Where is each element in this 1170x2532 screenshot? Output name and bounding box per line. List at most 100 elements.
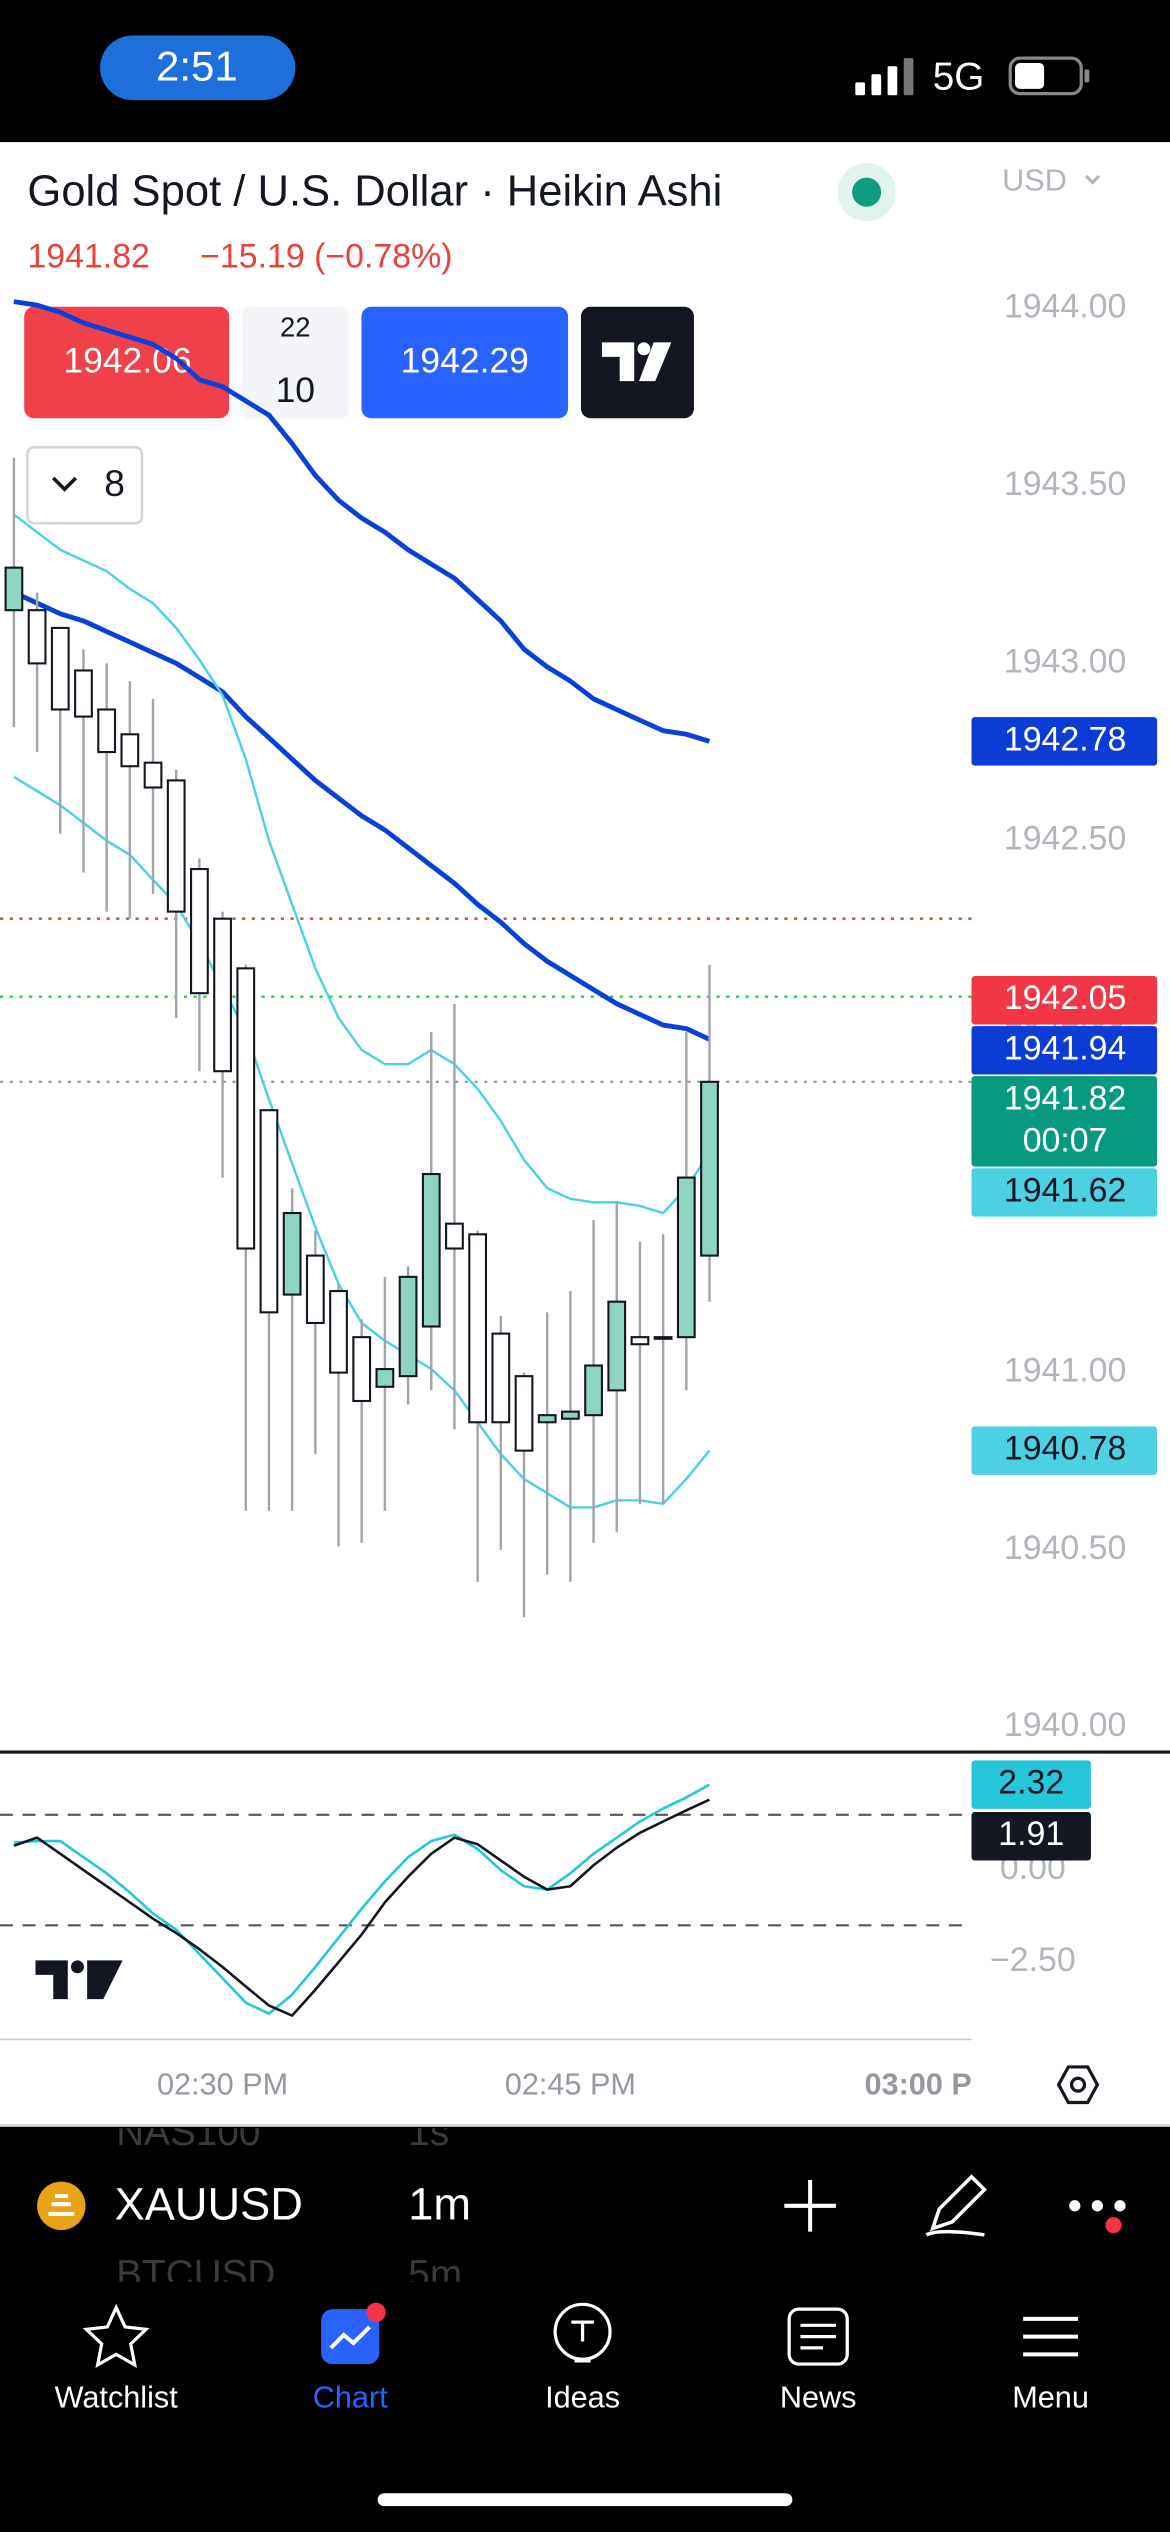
chart-icon bbox=[321, 2309, 380, 2365]
candle-body bbox=[213, 917, 232, 1073]
buy-button[interactable] bbox=[361, 306, 569, 419]
price-label-box bbox=[971, 1076, 1158, 1167]
candle-body bbox=[27, 609, 47, 665]
candle-body bbox=[676, 1176, 696, 1339]
osc-label: 1.91 bbox=[998, 1815, 1064, 1853]
price-label: 1942.78 bbox=[1004, 720, 1126, 758]
candle-body bbox=[445, 1222, 464, 1250]
drawing-button[interactable] bbox=[925, 2174, 987, 2237]
tab-label[interactable]: News bbox=[780, 2381, 857, 2415]
main-pane bbox=[0, 299, 972, 1618]
y-tick-label: 1943.00 bbox=[1004, 642, 1126, 680]
news-icon bbox=[787, 2307, 849, 2366]
price-label-box bbox=[971, 1026, 1158, 1075]
indicators-count: 8 bbox=[104, 462, 125, 504]
home-indicator bbox=[377, 2493, 793, 2507]
candle-body bbox=[352, 1336, 372, 1403]
candle-body bbox=[421, 1172, 441, 1328]
oscillator-pane bbox=[0, 1783, 972, 2017]
candle-body bbox=[236, 967, 256, 1250]
status-time: 2:51 bbox=[156, 43, 238, 90]
toggle-chevron bbox=[51, 476, 78, 492]
add-button[interactable] bbox=[784, 2179, 836, 2232]
watermark-logo bbox=[35, 1960, 123, 2000]
indicators-toggle[interactable] bbox=[26, 446, 144, 525]
candle-body bbox=[630, 1336, 650, 1346]
candle-body bbox=[259, 1109, 279, 1314]
spread-top: 22 bbox=[280, 312, 311, 343]
chart-badge bbox=[366, 2302, 386, 2323]
price-label: 1941.82 bbox=[1004, 1079, 1126, 1117]
candle-body bbox=[190, 868, 209, 995]
candle-body bbox=[375, 1368, 395, 1388]
candle-body bbox=[4, 566, 24, 612]
sell-price: 1942.06 bbox=[63, 341, 191, 381]
y-tick-label: 1941.00 bbox=[1004, 1352, 1126, 1390]
chart-icon-line bbox=[329, 2325, 371, 2350]
network-label: 5G bbox=[933, 55, 985, 98]
price-label: 1941.62 bbox=[1004, 1171, 1126, 1209]
news-icon-lines bbox=[800, 2323, 836, 2350]
battery-icon bbox=[1008, 56, 1090, 96]
price-label: 1940.78 bbox=[1004, 1430, 1126, 1468]
candle-body bbox=[468, 1233, 488, 1424]
broker-button[interactable] bbox=[580, 306, 694, 419]
candle-body bbox=[305, 1254, 325, 1325]
price-countdown: 00:07 bbox=[1023, 1121, 1108, 1159]
candle-body bbox=[700, 1080, 719, 1257]
indicator-line bbox=[13, 513, 711, 1215]
currency-select[interactable]: USD bbox=[1002, 164, 1067, 198]
ghost-symbol: BTCUSD bbox=[116, 2253, 275, 2296]
indicator-line bbox=[12, 590, 711, 1042]
osc-label-box bbox=[971, 1760, 1091, 1809]
ghost-symbol: NAS100 bbox=[116, 2111, 260, 2154]
price-change: −15.19 (−0.78%) bbox=[200, 237, 452, 275]
ideas-icon-bulb bbox=[571, 2320, 594, 2363]
candle-body bbox=[653, 1336, 673, 1340]
settings-button[interactable] bbox=[1056, 2065, 1100, 2105]
x-tick-label: 03:00 P bbox=[865, 2067, 972, 2101]
price-label: 1941.94 bbox=[1004, 1029, 1126, 1067]
y-tick-label: 1942.50 bbox=[1004, 820, 1126, 858]
candle-body bbox=[560, 1410, 580, 1420]
candle-body bbox=[74, 669, 93, 718]
candle-body bbox=[584, 1364, 603, 1417]
toolbar-interval[interactable]: 1m bbox=[408, 2178, 471, 2229]
y-tick-label: 1940.00 bbox=[1004, 1706, 1126, 1744]
tab-label[interactable]: Ideas bbox=[545, 2381, 620, 2415]
candle-body bbox=[97, 708, 117, 754]
ghost-interval: 5m bbox=[408, 2253, 462, 2296]
y-tick-label: 1940.50 bbox=[1004, 1529, 1126, 1567]
candle-body bbox=[166, 779, 186, 913]
time-pill bbox=[100, 35, 296, 101]
candle-body bbox=[143, 761, 163, 789]
candle-body bbox=[50, 626, 70, 711]
buy-price: 1942.29 bbox=[401, 341, 529, 381]
x-axis: 02:30 PM 02:45 PM 03:00 P bbox=[157, 2067, 972, 2101]
candle-body bbox=[607, 1300, 627, 1392]
tab-label[interactable]: Watchlist bbox=[55, 2381, 179, 2415]
menu-icon bbox=[1023, 2316, 1079, 2357]
currency-chevron bbox=[1084, 174, 1101, 185]
last-price: 1941.82 bbox=[27, 237, 149, 275]
candle-body bbox=[282, 1211, 302, 1296]
price-label-box bbox=[971, 976, 1158, 1025]
candle-body bbox=[514, 1375, 534, 1452]
toolbar-symbol[interactable]: XAUUSD bbox=[115, 2178, 303, 2229]
chart: 1944.001943.501943.001942.501942.001941.… bbox=[0, 288, 1158, 2101]
spread-bottom: 10 bbox=[276, 370, 315, 410]
broker-logo bbox=[601, 342, 672, 382]
tab-label[interactable]: Menu bbox=[1012, 2381, 1089, 2415]
market-status-dot bbox=[852, 177, 882, 207]
tab-label[interactable]: Chart bbox=[313, 2381, 388, 2415]
candle-body bbox=[537, 1414, 557, 1424]
more-button[interactable] bbox=[1069, 2200, 1126, 2234]
osc-label-box bbox=[971, 1812, 1091, 1861]
x-tick-label: 02:45 PM bbox=[505, 2067, 636, 2101]
symbol-title: Gold Spot / U.S. Dollar · Heikin Ashi bbox=[27, 167, 722, 215]
sell-button[interactable] bbox=[24, 306, 230, 419]
candle-body bbox=[398, 1275, 418, 1378]
watchlist-icon bbox=[82, 2303, 150, 2368]
candle-body bbox=[329, 1290, 348, 1374]
